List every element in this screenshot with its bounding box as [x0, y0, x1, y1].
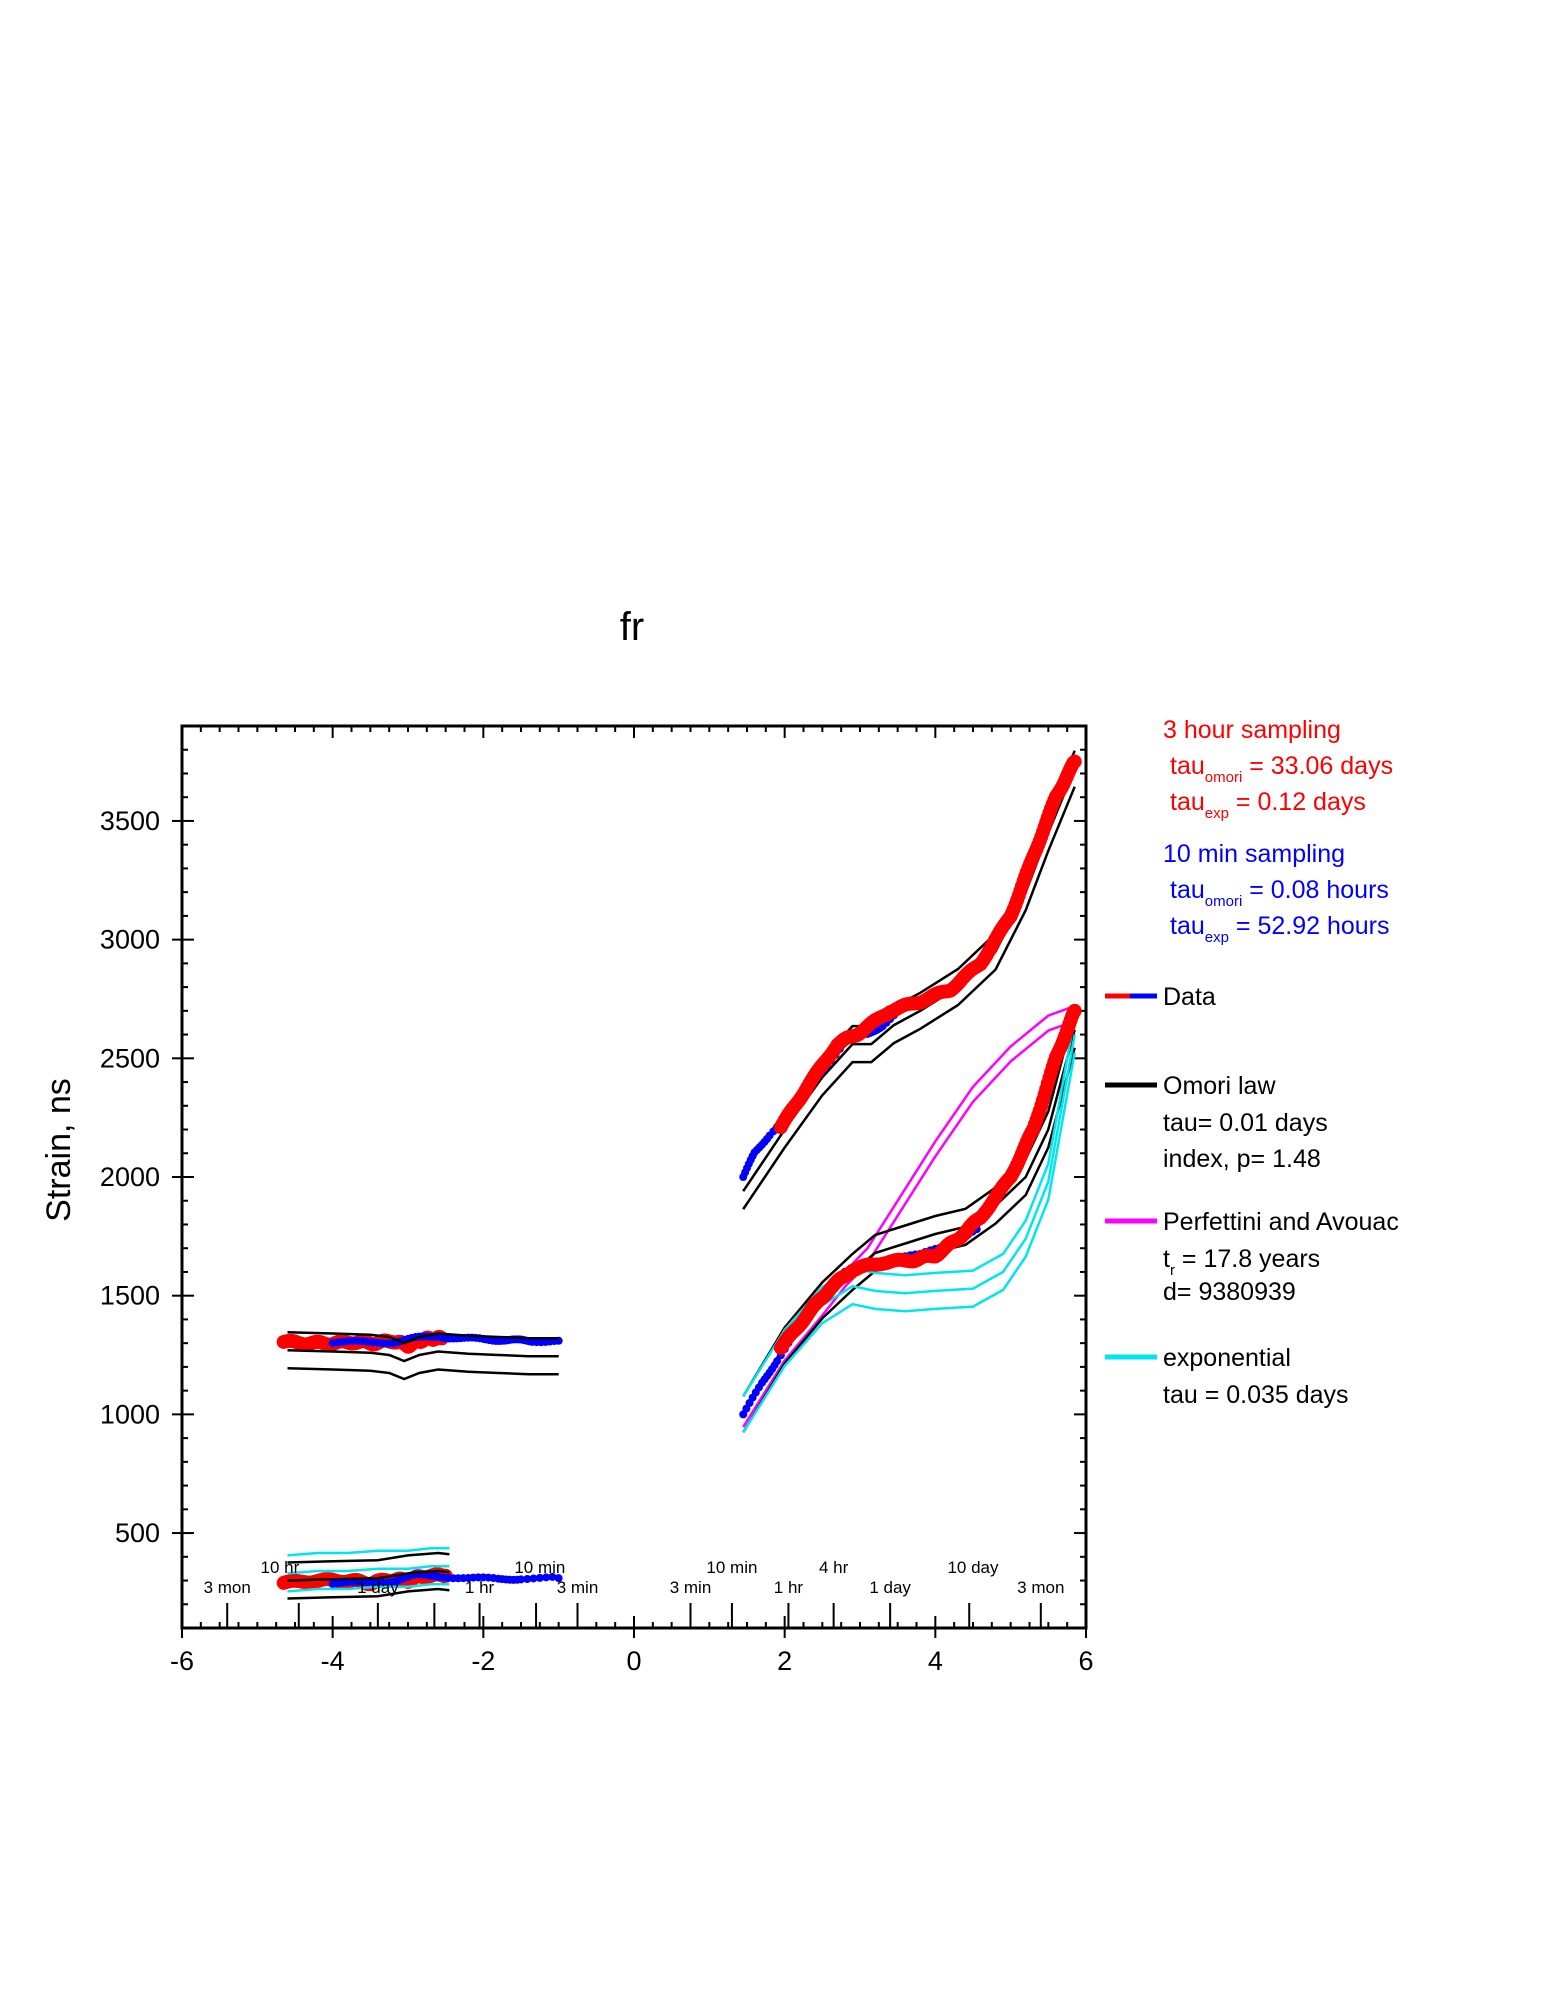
x-axis: -6 -4 -2 0 2 4 6 [170, 726, 1094, 1676]
y-axis: 500 1000 1500 2000 2500 3000 3500 [100, 748, 1086, 1606]
duration-label: 10 hr [261, 1558, 300, 1577]
y-tick-label: 3000 [100, 925, 160, 955]
x-tick-label: 2 [777, 1646, 792, 1676]
fit-line [287, 1349, 559, 1363]
series-data-10min [328, 1570, 563, 1589]
fit-line [742, 1052, 1076, 1434]
fit-line [287, 1583, 450, 1593]
duration-label: 3 mon [1017, 1578, 1064, 1597]
duration-label: 1 day [357, 1578, 399, 1597]
fit-line [742, 768, 1076, 1192]
fit-line [287, 1331, 559, 1345]
duration-label: 1 hr [465, 1578, 495, 1597]
legend-item-exponential: exponential tau = 0.035 days [1105, 1344, 1349, 1409]
annotation-10min-title: 10 min sampling [1163, 840, 1345, 868]
series-exponential-fit [287, 1547, 450, 1593]
plot-frame [180, 724, 1088, 1630]
data-point [1067, 754, 1082, 769]
annotation-3hour-omori: tauomori = 33.06 days [1170, 752, 1393, 786]
legend-label-omori: Omori law [1163, 1072, 1276, 1100]
y-tick-label: 2500 [100, 1043, 160, 1073]
duration-label: 1 day [869, 1578, 911, 1597]
fit-line [287, 1569, 450, 1582]
annotation-3hour-exp: tauexp = 0.12 days [1170, 788, 1366, 822]
x-tick-label: 4 [928, 1646, 943, 1676]
series-data-10min [739, 973, 970, 1181]
data-point [529, 1574, 538, 1583]
series-omori-fit [287, 1551, 450, 1600]
annotation-10min-omori: tauomori = 0.08 hours [1170, 876, 1389, 910]
series-data-3hour [773, 1003, 1082, 1355]
series-data-3hour [773, 754, 1082, 1135]
data-point [523, 1575, 532, 1584]
x-tick-label: 6 [1078, 1646, 1093, 1676]
legend-item-perfettini: Perfettini and Avouac tr = 17.8 years d=… [1105, 1208, 1399, 1306]
duration-label: 1 hr [774, 1578, 804, 1597]
legend-exponential-tau: tau = 0.035 days [1163, 1381, 1349, 1409]
duration-label: 3 mon [204, 1578, 251, 1597]
fit-line [287, 1587, 450, 1600]
duration-labels: 10 hr 10 min 10 min 4 hr 10 day 3 mon 1 day 1 h… [204, 1558, 1065, 1597]
duration-label: 10 min [514, 1558, 565, 1577]
duration-label: 3 min [670, 1578, 712, 1597]
fit-line [287, 1551, 450, 1564]
annotation-3hour: 3 hour sampling tauomori = 33.06 days ta… [1163, 716, 1393, 822]
data-point [535, 1573, 544, 1582]
fit-line [287, 1565, 450, 1575]
data-point [517, 1575, 525, 1584]
fit-line [287, 1367, 559, 1381]
x-tick-label: -2 [471, 1646, 495, 1676]
y-tick-label: 1500 [100, 1281, 160, 1311]
legend-label-perfettini: Perfettini and Avouac [1163, 1208, 1399, 1236]
legend-omori-tau: tau= 0.01 days [1163, 1109, 1328, 1137]
duration-label: 10 min [706, 1558, 757, 1577]
data-point [542, 1573, 551, 1582]
legend-item-omori: Omori law tau= 0.01 days index, p= 1.48 [1105, 1072, 1328, 1173]
legend-perfettini-tr: tr = 17.8 years [1163, 1245, 1320, 1279]
legend-item-data: Data [1105, 983, 1216, 1011]
annotation-3hour-title: 3 hour sampling [1163, 716, 1341, 744]
series-omori-fit [287, 1331, 559, 1381]
data-point [773, 1357, 782, 1366]
plot-area [276, 750, 1082, 1600]
y-axis-label: Strain, ns [40, 1078, 78, 1222]
y-tick-label: 3500 [100, 806, 160, 836]
data-point [1067, 1003, 1082, 1018]
fit-line [742, 1019, 1076, 1428]
legend-label-exponential: exponential [1163, 1344, 1291, 1372]
x-tick-label: -6 [170, 1646, 194, 1676]
fit-line [287, 1547, 450, 1557]
duration-label: 4 hr [819, 1558, 849, 1577]
series-perfettini-fit [742, 1004, 1076, 1428]
annotation-10min: 10 min sampling tauomori = 0.08 hours ta… [1163, 840, 1390, 946]
time-scale-ticks [226, 1603, 1042, 1627]
chart-title: fr [620, 605, 644, 649]
fit-line [742, 786, 1076, 1210]
duration-label: 3 min [557, 1578, 599, 1597]
x-tick-label: 0 [626, 1646, 641, 1676]
duration-label: 10 day [947, 1558, 999, 1577]
y-tick-label: 1000 [100, 1399, 160, 1429]
data-point [548, 1572, 557, 1581]
y-tick-label: 500 [115, 1518, 160, 1548]
legend: Data Omori law tau= 0.01 days index, p= … [1105, 983, 1399, 1409]
legend-perfettini-d: d= 9380939 [1163, 1278, 1296, 1306]
annotation-10min-exp: tauexp = 52.92 hours [1170, 912, 1390, 946]
legend-omori-index: index, p= 1.48 [1163, 1145, 1321, 1173]
data-point [554, 1574, 563, 1583]
legend-label-data: Data [1163, 983, 1216, 1011]
x-tick-label: -4 [321, 1646, 345, 1676]
y-tick-label: 2000 [100, 1162, 160, 1192]
